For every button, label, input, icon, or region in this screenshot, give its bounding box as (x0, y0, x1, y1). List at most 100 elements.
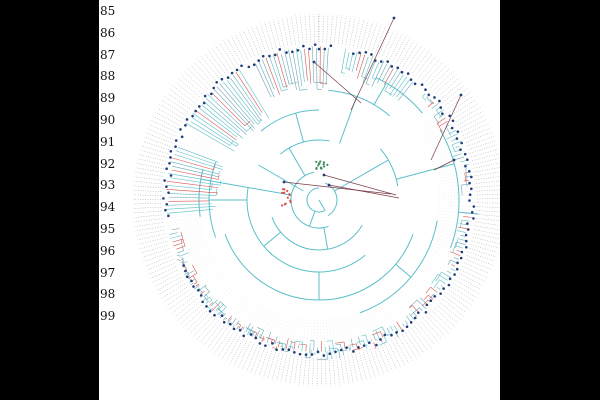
guide-line (396, 291, 421, 322)
leaf-node (442, 287, 445, 290)
guide-line (437, 175, 476, 182)
branch-ray (258, 333, 262, 338)
guide-line (275, 315, 287, 352)
leaf-label (229, 338, 244, 364)
guide-line (290, 318, 298, 356)
guide-line (251, 57, 268, 92)
branch-ray (171, 228, 180, 231)
branch-arc (386, 333, 392, 337)
guide-line (169, 239, 206, 253)
guide-line (386, 298, 409, 331)
guide-line (314, 42, 316, 81)
branch-ray (361, 56, 369, 77)
leaf-label (412, 50, 430, 73)
branch-ray (456, 245, 463, 249)
branch-ray (293, 342, 296, 351)
guide-line (215, 80, 241, 110)
leaf-node (182, 264, 185, 267)
branch-ray (223, 317, 226, 321)
branch-ray (273, 340, 276, 344)
leaf-node (226, 76, 230, 79)
leaf-label (142, 141, 170, 151)
leaf-label (263, 350, 272, 378)
leaf-node (291, 50, 294, 54)
leaf-label (384, 343, 397, 370)
guide-line (412, 275, 443, 300)
leaf-node (212, 86, 216, 90)
branch-arc (182, 239, 186, 247)
branch-ray (438, 113, 445, 118)
outlier-branch (283, 181, 392, 195)
leaf-label (455, 279, 480, 295)
branch-ray (236, 325, 239, 330)
leaf-label (470, 149, 499, 158)
branch-arc (328, 89, 391, 117)
branch-ray (365, 344, 368, 349)
leaf-label (268, 20, 277, 48)
branch-ray (402, 323, 405, 327)
branch-ray (166, 185, 212, 190)
guide-line (416, 108, 448, 131)
leaf-node (192, 285, 195, 288)
branch-ray (439, 120, 448, 127)
guide-line (170, 146, 207, 160)
leaf-label (180, 305, 202, 325)
branch-ray (392, 76, 408, 97)
guide-line (427, 250, 463, 267)
branch-ray (381, 326, 387, 336)
branch-arc (219, 180, 222, 186)
leaf-node (201, 300, 204, 304)
leaf-node (420, 83, 424, 87)
guide-line (392, 75, 416, 106)
branch-ray (232, 74, 262, 116)
guide-line (184, 263, 218, 284)
branch-arc (378, 341, 387, 346)
branch-ray (295, 112, 304, 143)
leaf-label (434, 307, 456, 328)
leaf-label (453, 283, 478, 299)
leaf-node (453, 273, 456, 276)
guide-line (260, 311, 275, 347)
branch-ray (170, 177, 221, 186)
branch-ray (212, 93, 246, 127)
leaf-node (317, 47, 321, 51)
guide-line (199, 96, 229, 122)
branch-ray (277, 340, 281, 348)
leaf-label (458, 272, 484, 287)
guide-line (187, 111, 220, 134)
guide-line (436, 222, 475, 230)
branch-ray (394, 325, 399, 332)
guide-line (174, 247, 210, 264)
guide-line (246, 306, 265, 341)
leaf-label (398, 336, 413, 361)
leaf-label (446, 292, 470, 310)
leaf-label (140, 244, 168, 254)
guide-line (381, 302, 402, 335)
leaf-label (463, 262, 490, 275)
branch-ray (459, 223, 470, 226)
leaf-label (476, 189, 500, 192)
branch-arc (421, 96, 427, 101)
branch-ray (449, 251, 461, 256)
leaf-node (215, 81, 218, 84)
leaf-node (257, 59, 260, 62)
leaf-node (247, 65, 251, 69)
leaf-node (313, 43, 317, 46)
leaf-label (154, 111, 180, 126)
leaf-label (143, 252, 171, 263)
leaf-node (367, 341, 371, 345)
leaf-label (147, 128, 174, 140)
branch-ray (259, 330, 264, 340)
leaf-label (459, 115, 485, 129)
branch-ray (230, 77, 262, 122)
leaf-label (461, 119, 487, 132)
leaf-label (432, 71, 454, 91)
leaf-node (169, 156, 172, 159)
leaf-node (205, 305, 208, 308)
guide-line (165, 228, 203, 238)
branch-ray (456, 230, 467, 233)
leaf-label (431, 310, 453, 331)
leaf-label (267, 351, 276, 379)
leaf-label (330, 14, 333, 43)
